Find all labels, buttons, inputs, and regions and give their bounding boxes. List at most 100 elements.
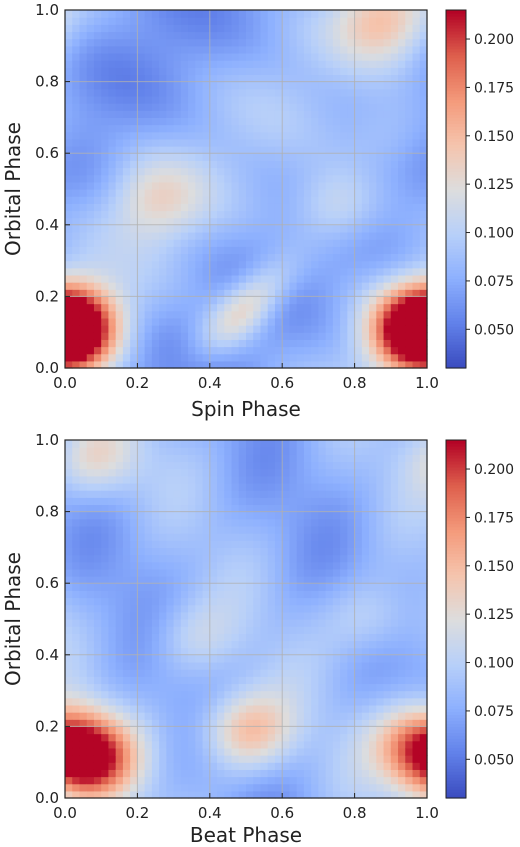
heatmap-cell — [130, 783, 138, 792]
heatmap-cell — [390, 769, 399, 778]
heatmap-cell — [274, 360, 283, 369]
heatmap-cell — [347, 253, 356, 262]
heatmap-cell — [369, 568, 377, 577]
heatmap-cell — [253, 296, 262, 305]
heatmap-cell — [130, 131, 138, 140]
heatmap-cell — [390, 346, 399, 355]
heatmap-cell — [253, 282, 262, 290]
heatmap-cell — [260, 38, 269, 47]
heatmap-cell — [86, 10, 95, 18]
heatmap-cell — [311, 124, 319, 133]
colorbar-segment — [446, 344, 466, 348]
heatmap-cell — [332, 360, 341, 369]
heatmap-cell — [202, 325, 211, 333]
heatmap-cell — [238, 339, 247, 348]
heatmap-cell — [376, 289, 385, 297]
heatmap-cell — [303, 690, 312, 699]
heatmap-cell — [303, 619, 312, 627]
heatmap-cell — [289, 160, 298, 169]
heatmap-cell — [115, 697, 124, 706]
heatmap-cell — [231, 346, 240, 355]
heatmap-cell — [166, 647, 175, 656]
heatmap-cell — [238, 762, 247, 770]
heatmap-cell — [253, 24, 262, 33]
heatmap-cell — [325, 189, 334, 197]
heatmap-cell — [267, 454, 276, 463]
colorbar-segment — [446, 281, 466, 286]
heatmap-cell — [354, 110, 363, 118]
heatmap-cell — [166, 712, 175, 720]
heatmap-cell — [166, 626, 175, 634]
heatmap-cell — [195, 554, 204, 563]
colorbar-segment — [446, 66, 466, 71]
heatmap-cell — [86, 217, 95, 226]
heatmap-cell — [86, 203, 95, 212]
colorbar-segment — [446, 36, 466, 41]
heatmap-cell — [151, 296, 160, 305]
heatmap-cell — [224, 246, 233, 255]
heatmap-cell — [390, 762, 399, 770]
heatmap-cell — [238, 604, 247, 613]
heatmap-cell — [217, 683, 225, 692]
y-tick-label: 1.0 — [35, 1, 59, 19]
heatmap-cell — [72, 167, 81, 176]
colorbar-tick-label: 0.200 — [474, 32, 514, 48]
heatmap-cell — [260, 740, 269, 749]
heatmap-cell — [151, 626, 160, 634]
heatmap-cell — [274, 52, 283, 61]
heatmap-cell — [137, 762, 146, 770]
heatmap-cell — [347, 676, 356, 685]
heatmap-cell — [246, 769, 254, 778]
heatmap-cell — [231, 769, 240, 778]
heatmap-cell — [108, 217, 117, 226]
heatmap-cell — [376, 733, 385, 742]
heatmap-cell — [318, 490, 327, 498]
heatmap-cell — [274, 38, 283, 47]
heatmap-cell — [332, 704, 341, 713]
heatmap-cell — [65, 217, 73, 226]
heatmap-cell — [369, 525, 377, 534]
heatmap-cell — [137, 640, 146, 649]
heatmap-cell — [361, 17, 370, 25]
heatmap-cell — [173, 60, 182, 68]
heatmap-cell — [289, 619, 298, 627]
heatmap-cell — [274, 704, 283, 713]
heatmap-cell — [101, 683, 110, 692]
heatmap-cell — [79, 540, 88, 548]
heatmap-cell — [130, 24, 138, 33]
heatmap-cell — [405, 167, 414, 176]
heatmap-cell — [115, 490, 124, 498]
heatmap-cell — [332, 31, 341, 40]
heatmap-cell — [369, 604, 377, 613]
heatmap-cell — [209, 755, 218, 763]
heatmap-cell — [122, 468, 131, 477]
heatmap-cell — [354, 719, 363, 727]
heatmap-cell — [325, 576, 334, 584]
heatmap-cell — [188, 676, 196, 685]
heatmap-cell — [383, 468, 392, 477]
heatmap-cell — [369, 31, 377, 40]
heatmap-cell — [122, 661, 131, 670]
heatmap-cell — [311, 88, 319, 97]
heatmap-cell — [282, 712, 291, 720]
heatmap-cell — [282, 124, 291, 133]
heatmap-cell — [159, 704, 167, 713]
heatmap-cell — [173, 181, 182, 190]
heatmap-cell — [224, 160, 233, 169]
heatmap-cell — [122, 590, 131, 599]
heatmap-cell — [253, 740, 262, 749]
heatmap-cell — [108, 310, 117, 319]
heatmap-cell — [86, 346, 95, 355]
heatmap-cell — [151, 447, 160, 455]
heatmap-cell — [217, 733, 225, 742]
x-tick-label: 0.6 — [270, 374, 294, 392]
heatmap-cell — [253, 260, 262, 269]
heatmap-cell — [188, 747, 196, 756]
heatmap-cell — [202, 189, 211, 197]
heatmap-cell — [79, 267, 88, 276]
heatmap-cell — [166, 196, 175, 204]
heatmap-cell — [93, 353, 102, 362]
heatmap-cell — [115, 310, 124, 319]
heatmap-cell — [412, 317, 421, 326]
heatmap-cell — [274, 568, 283, 577]
